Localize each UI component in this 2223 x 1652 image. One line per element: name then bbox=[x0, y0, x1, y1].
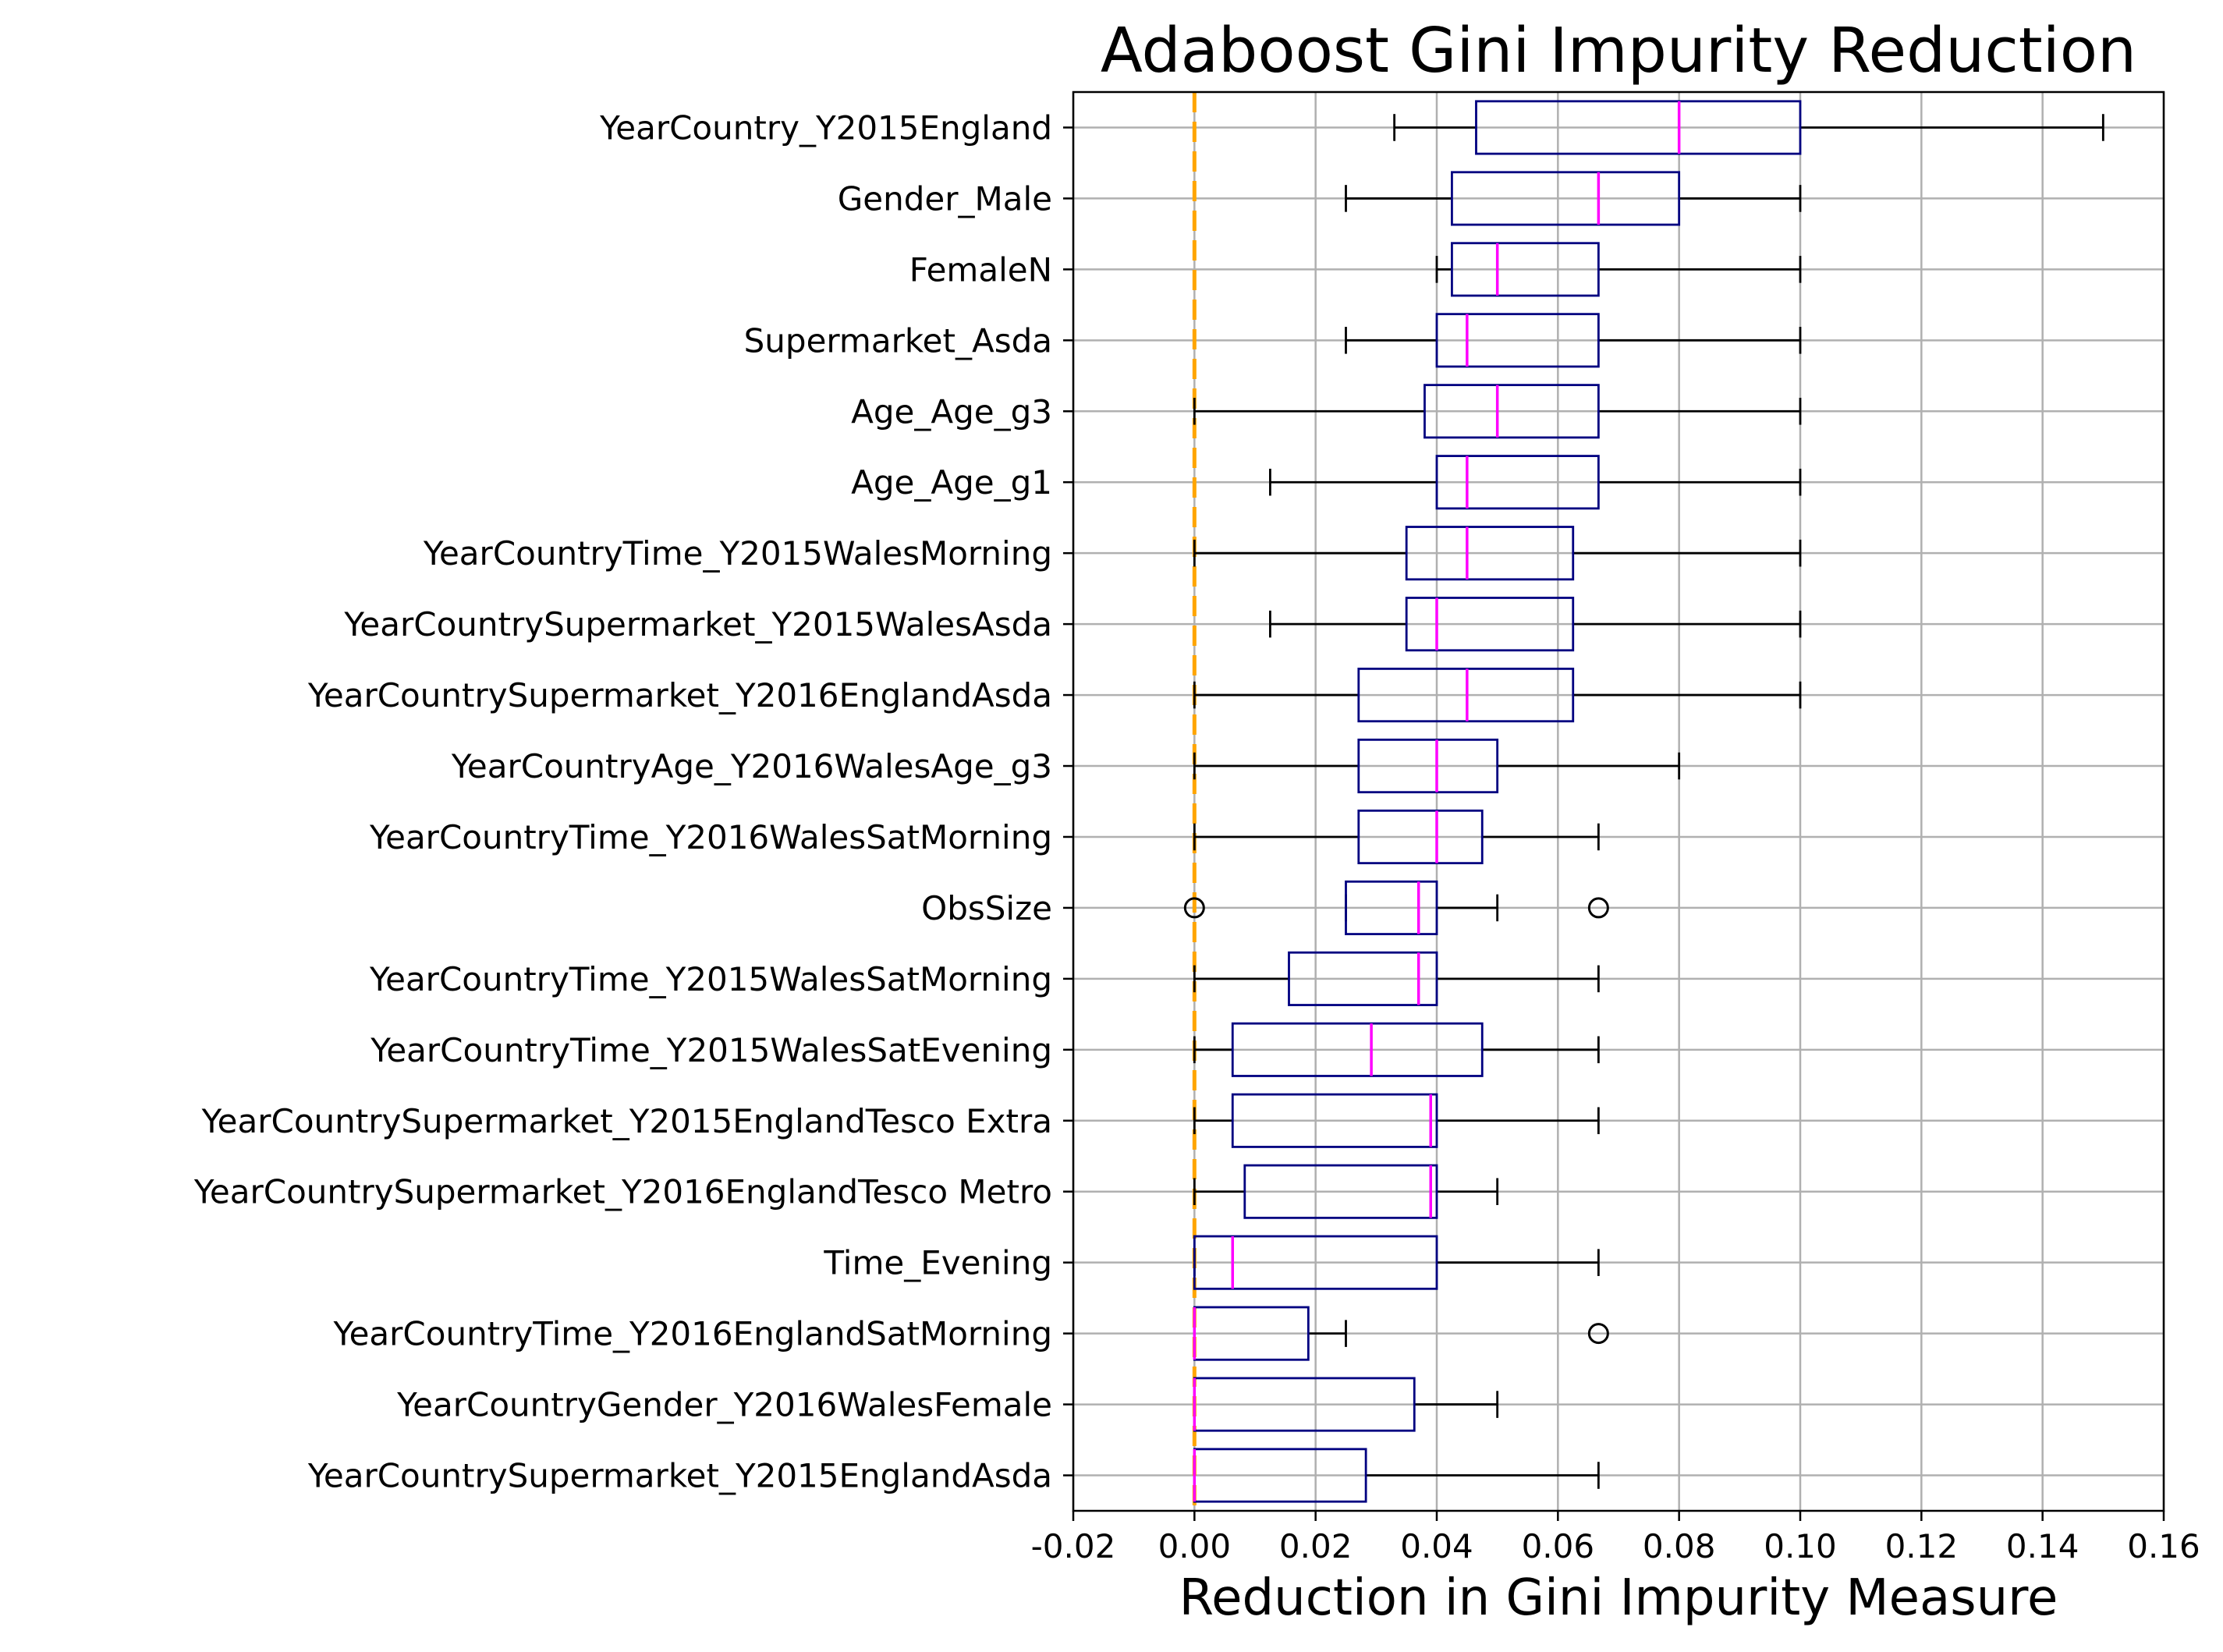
y-tick-label: YearCountryTime_Y2015WalesSatEvening bbox=[370, 1031, 1052, 1069]
iqr-box bbox=[1424, 384, 1600, 439]
iqr-box bbox=[1243, 1164, 1438, 1219]
y-tick-label: YearCountrySupermarket_Y2015EnglandTesco… bbox=[201, 1102, 1052, 1140]
x-tick-label: -0.02 bbox=[1031, 1527, 1116, 1565]
x-tick-label: 0.08 bbox=[1643, 1527, 1716, 1565]
iqr-box bbox=[1231, 1093, 1438, 1148]
boxplot-item bbox=[1193, 1093, 1600, 1148]
y-tick-label: FemaleN bbox=[909, 250, 1052, 289]
x-tick-label: 0.14 bbox=[2006, 1527, 2079, 1565]
y-tick-label: YearCountrySupermarket_Y2016EnglandTesco… bbox=[193, 1173, 1052, 1211]
y-tick-label: YearCountryTime_Y2015WalesMorning bbox=[423, 534, 1052, 573]
boxplot-item bbox=[1193, 1448, 1600, 1503]
boxplot-item bbox=[1193, 809, 1600, 865]
x-tick-label: 0.16 bbox=[2127, 1527, 2200, 1565]
y-tick-label: Gender_Male bbox=[838, 179, 1052, 218]
boxplot-item bbox=[1435, 242, 1802, 297]
y-tick-label: Supermarket_Asda bbox=[744, 321, 1052, 360]
boxplot-item bbox=[1345, 313, 1802, 368]
iqr-box bbox=[1288, 951, 1438, 1006]
y-tick-label: YearCountryAge_Y2016WalesAge_g3 bbox=[451, 747, 1052, 785]
y-tick-label: Age_Age_g3 bbox=[851, 392, 1052, 431]
y-tick-label: YearCountryGender_Y2016WalesFemale bbox=[396, 1386, 1052, 1424]
boxplot-item bbox=[1193, 1377, 1499, 1432]
x-tick-label: 0.00 bbox=[1158, 1527, 1232, 1565]
y-tick-label: YearCountrySupermarket_Y2016EnglandAsda bbox=[307, 676, 1052, 714]
boxplot-item bbox=[1193, 1235, 1600, 1290]
iqr-box bbox=[1231, 1022, 1484, 1077]
boxplot-item bbox=[1193, 1022, 1600, 1077]
y-tick-label: Age_Age_g1 bbox=[851, 463, 1052, 502]
iqr-box bbox=[1451, 171, 1681, 226]
boxplot-item bbox=[1183, 880, 1609, 935]
outlier-point bbox=[1183, 897, 1205, 919]
y-tick-label: YearCountryTime_Y2015WalesSatMorning bbox=[369, 960, 1052, 998]
boxplot-item bbox=[1193, 1306, 1609, 1361]
y-tick-label: YearCountryTime_Y2016WalesSatMorning bbox=[369, 818, 1052, 856]
x-tick-label: 0.02 bbox=[1279, 1527, 1353, 1565]
y-tick-label: ObsSize bbox=[921, 889, 1052, 927]
outlier-point bbox=[1587, 897, 1609, 919]
iqr-box bbox=[1193, 1235, 1438, 1290]
boxplot-item bbox=[1269, 597, 1802, 652]
chart-title: Adaboost Gini Impurity Reduction bbox=[1101, 15, 2136, 87]
boxplot-item bbox=[1269, 455, 1802, 510]
iqr-box bbox=[1345, 880, 1438, 935]
iqr-box bbox=[1405, 526, 1575, 581]
iqr-box bbox=[1475, 100, 1802, 155]
iqr-box bbox=[1357, 738, 1499, 794]
iqr-box bbox=[1435, 313, 1600, 368]
outlier-point bbox=[1587, 1323, 1609, 1345]
boxplot-item bbox=[1193, 738, 1681, 794]
x-axis-label: Reduction in Gini Impurity Measure bbox=[1179, 1569, 2058, 1627]
boxplot-item bbox=[1193, 526, 1802, 581]
iqr-box bbox=[1435, 455, 1600, 510]
ticks-layer: -0.02 0.00 0.02 0.04 0.06 0.08 0.10 0.12 0.14 0.1… bbox=[193, 108, 2200, 1565]
boxplot-item bbox=[1193, 668, 1802, 723]
x-tick-label: 0.12 bbox=[1885, 1527, 1959, 1565]
boxplot-item bbox=[1193, 1164, 1499, 1219]
x-tick-label: 0.06 bbox=[1522, 1527, 1595, 1565]
iqr-box bbox=[1451, 242, 1600, 297]
grid-layer bbox=[1072, 92, 2165, 1511]
boxplot-item bbox=[1193, 384, 1802, 439]
boxplot-item bbox=[1345, 171, 1802, 226]
x-tick-label: 0.10 bbox=[1764, 1527, 1837, 1565]
y-tick-label: YearCountry_Y2015England bbox=[599, 108, 1052, 147]
boxplot-item bbox=[1193, 951, 1600, 1006]
iqr-box bbox=[1357, 809, 1484, 865]
iqr-box bbox=[1405, 597, 1575, 652]
boxes-layer bbox=[1183, 100, 2104, 1503]
plot-frame bbox=[1072, 90, 2165, 1512]
x-tick-label: 0.04 bbox=[1400, 1527, 1473, 1565]
y-tick-label: YearCountrySupermarket_Y2015WalesAsda bbox=[343, 605, 1052, 643]
y-tick-label: YearCountryTime_Y2016EnglandSatMorning bbox=[333, 1315, 1053, 1353]
boxplot-item bbox=[1393, 100, 2104, 155]
y-tick-label: Time_Evening bbox=[823, 1244, 1052, 1282]
y-tick-label: YearCountrySupermarket_Y2015EnglandAsda bbox=[307, 1457, 1052, 1495]
